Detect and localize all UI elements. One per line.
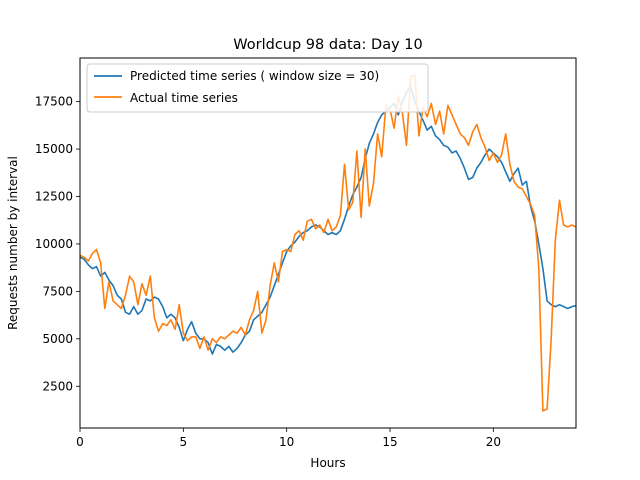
plot-area [79, 57, 577, 429]
series-layer [79, 74, 577, 412]
y-tick-label: 12500 [35, 190, 73, 204]
x-tick-label: 5 [180, 435, 188, 449]
legend-box [86, 63, 429, 113]
y-tick-label: 7500 [42, 284, 73, 298]
y-tick-label: 5000 [42, 332, 73, 346]
x-tick-label: 0 [76, 435, 84, 449]
x-tick-label: 10 [279, 435, 294, 449]
y-axis-ticks: 2500 5000 7500 10000 12500 15000 17500 [35, 95, 80, 393]
legend-label-actual: Actual time series [130, 91, 238, 105]
y-axis-label: Requests number by interval [6, 156, 20, 330]
chart-title: Worldcup 98 data: Day 10 [233, 37, 422, 53]
x-tick-label: 15 [382, 435, 397, 449]
y-tick-label: 17500 [35, 95, 73, 109]
series-line-actual [79, 74, 577, 412]
y-tick-label: 10000 [35, 237, 73, 251]
legend-label-predicted: Predicted time series ( window size = 30… [130, 69, 379, 83]
x-axis-label: Hours [310, 456, 345, 470]
y-tick-label: 2500 [42, 379, 73, 393]
x-axis-ticks: 0 5 10 15 20 [76, 428, 501, 449]
legend: Predicted time series ( window size = 30… [86, 63, 429, 113]
y-tick-label: 15000 [35, 142, 73, 156]
x-tick-label: 20 [486, 435, 501, 449]
axes-frame [79, 57, 577, 429]
